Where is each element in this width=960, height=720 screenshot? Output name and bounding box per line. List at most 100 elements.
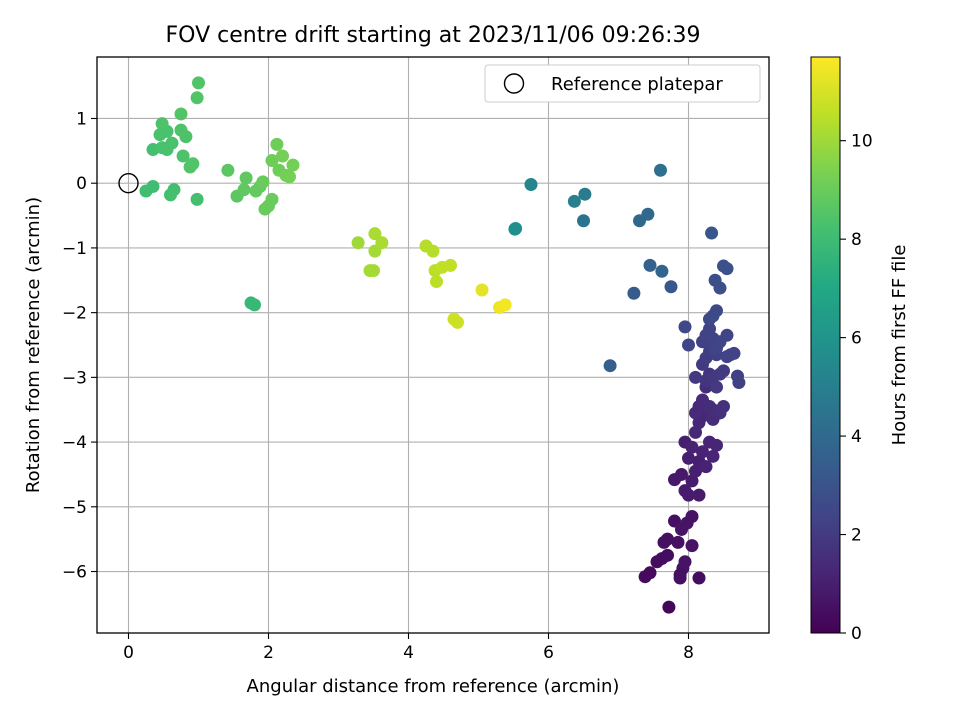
colorbar-tick-label: 4 — [851, 427, 862, 447]
data-point — [717, 364, 730, 378]
data-point — [685, 510, 699, 524]
data-point — [192, 76, 205, 90]
data-point — [186, 157, 200, 171]
plot-frame — [96, 56, 770, 634]
data-point — [165, 136, 179, 150]
data-point — [283, 170, 296, 184]
colorbar-tick-label: 8 — [851, 230, 862, 250]
data-point — [662, 600, 676, 614]
legend-label: Reference platepar — [551, 74, 723, 95]
colorbar-tick-label: 2 — [851, 526, 862, 546]
data-point — [351, 236, 365, 250]
data-point — [678, 555, 692, 569]
data-point — [643, 566, 657, 580]
data-point — [567, 194, 581, 208]
data-point — [190, 192, 204, 206]
data-point — [664, 280, 678, 294]
data-point — [498, 298, 512, 312]
data-point — [451, 315, 464, 329]
legend: Reference platepar — [484, 64, 761, 103]
data-point — [706, 412, 720, 426]
data-point — [276, 149, 289, 163]
data-point — [692, 488, 706, 502]
legend-box — [484, 64, 761, 103]
data-point — [689, 370, 702, 384]
data-point — [237, 183, 251, 197]
colorbar-tick-label: 0 — [851, 624, 862, 644]
colorbar-gradient — [811, 57, 840, 633]
y-tick-label: 0 — [76, 174, 87, 194]
data-point — [641, 207, 655, 221]
data-point — [248, 298, 261, 312]
data-point — [603, 359, 617, 373]
data-point — [661, 532, 674, 546]
data-point — [256, 175, 270, 189]
data-point — [673, 571, 687, 585]
data-points — [139, 76, 746, 614]
data-point — [706, 449, 720, 463]
data-point — [727, 346, 741, 360]
data-point — [710, 438, 723, 452]
reference-platepar-marker — [118, 173, 139, 194]
data-point — [265, 154, 279, 168]
y-axis-ticks: 1 0 −1 −2 −3 −4 −5 −6 — [62, 109, 97, 583]
data-point — [509, 222, 523, 236]
data-point — [475, 283, 489, 297]
y-axis-label: Rotation from reference (arcmin) — [23, 197, 44, 493]
legend-marker — [503, 73, 525, 94]
data-point — [221, 163, 235, 177]
data-point — [265, 192, 279, 206]
x-tick-label: 4 — [403, 643, 414, 663]
data-point — [682, 451, 695, 465]
data-point — [678, 320, 692, 334]
data-point — [699, 460, 713, 474]
colorbar-tick-label: 10 — [851, 132, 873, 152]
data-point — [705, 226, 719, 240]
data-point — [732, 376, 746, 390]
x-tick-label: 8 — [683, 643, 694, 663]
colorbar-frame — [810, 56, 841, 634]
data-point — [239, 171, 253, 185]
data-point — [627, 286, 641, 300]
data-point — [174, 107, 188, 121]
y-tick-label: −4 — [62, 433, 87, 453]
data-point — [368, 227, 382, 241]
colorbar-tick-label: 6 — [851, 329, 862, 349]
y-tick-label: −5 — [62, 498, 87, 518]
data-point — [176, 149, 190, 163]
data-point — [692, 571, 706, 585]
data-point — [717, 399, 730, 413]
data-point — [155, 117, 169, 131]
data-point — [654, 163, 667, 177]
y-tick-label: −1 — [62, 239, 87, 259]
data-point — [720, 262, 734, 276]
y-tick-label: −2 — [62, 304, 87, 324]
x-tick-label: 6 — [543, 643, 554, 663]
data-point — [710, 304, 723, 318]
data-point — [577, 214, 590, 228]
data-point — [578, 187, 592, 201]
x-tick-label: 0 — [123, 643, 134, 663]
data-point — [139, 184, 153, 198]
data-point — [179, 130, 193, 144]
data-point — [524, 177, 538, 191]
data-point — [671, 535, 685, 549]
x-tick-label: 2 — [263, 643, 274, 663]
colorbar-label: Hours from first FF file — [889, 245, 910, 446]
data-point — [270, 137, 284, 151]
data-point — [643, 258, 657, 272]
data-point — [685, 539, 699, 553]
data-point — [375, 236, 389, 250]
y-tick-label: −6 — [62, 563, 87, 583]
data-point — [685, 440, 699, 454]
x-axis-label: Angular distance from reference (arcmin) — [247, 676, 620, 697]
data-point — [713, 281, 727, 295]
colorbar-ticks: 0 2 4 6 8 10 — [840, 132, 873, 644]
data-point — [286, 158, 300, 172]
data-point — [367, 264, 380, 278]
reference-marker-layer — [118, 173, 139, 194]
data-point — [696, 445, 709, 459]
data-point — [710, 380, 723, 394]
data-point — [682, 488, 695, 502]
